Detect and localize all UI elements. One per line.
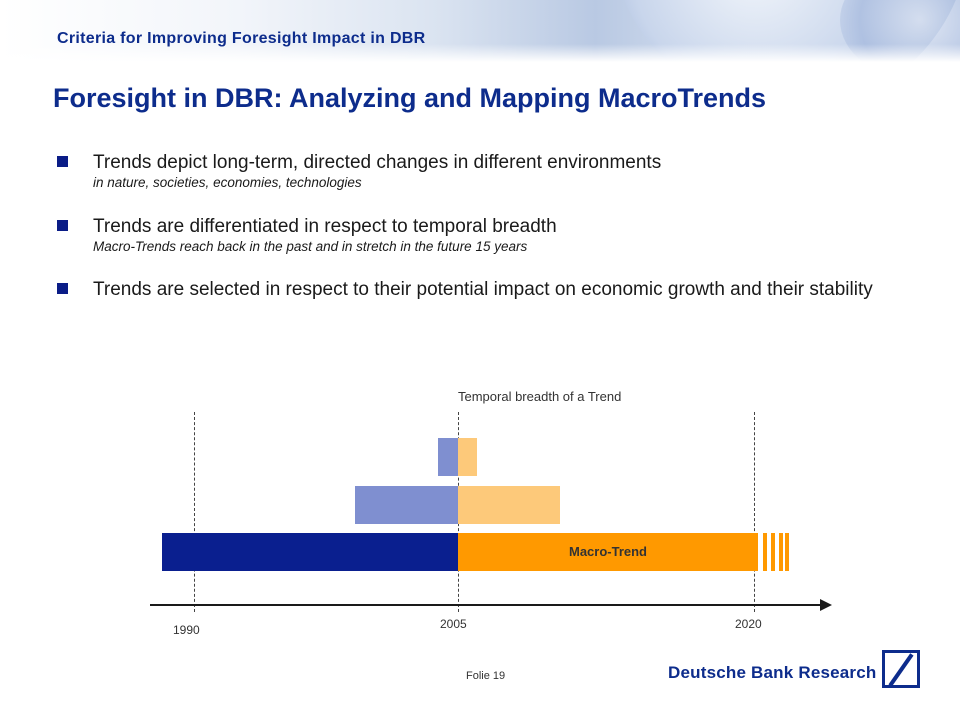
- year-label-2005: 2005: [440, 617, 467, 631]
- macro-trend-future-bar: [458, 533, 758, 571]
- time-axis: [150, 604, 822, 606]
- bullet-text: Trends depict long-term, directed change…: [93, 152, 662, 173]
- extension-stripe: [779, 533, 783, 571]
- square-bullet-icon: [57, 283, 68, 294]
- bullet-text: Trends are selected in respect to their …: [93, 279, 873, 300]
- extension-stripe: [785, 533, 789, 571]
- page-number: Folie 19: [466, 670, 506, 682]
- macro-trend-label: Macro-Trend: [568, 544, 647, 559]
- medium-trend-future-bar: [458, 486, 560, 524]
- header-fade: [0, 44, 960, 62]
- year-label-1990: 1990: [173, 623, 200, 637]
- square-bullet-icon: [57, 220, 68, 231]
- medium-trend-past-bar: [355, 486, 458, 524]
- bullet-subtext: Macro-Trends reach back in the past and …: [93, 239, 528, 254]
- year-label-2020: 2020: [735, 617, 762, 631]
- diagram-caption: Temporal breadth of a Trend: [458, 389, 622, 404]
- deutsche-bank-logo-icon: [882, 650, 920, 688]
- short-trend-future-bar: [458, 438, 477, 476]
- arrow-right-icon: [820, 599, 832, 611]
- short-trend-past-bar: [438, 438, 458, 476]
- section-title: Criteria for Improving Foresight Impact …: [57, 30, 426, 47]
- square-bullet-icon: [57, 156, 68, 167]
- bullet-subtext: in nature, societies, economies, technol…: [93, 175, 362, 190]
- extension-stripe: [771, 533, 775, 571]
- extension-stripe: [763, 533, 767, 571]
- slide-title: Foresight in DBR: Analyzing and Mapping …: [53, 83, 767, 113]
- guide-line-2020: [754, 412, 755, 612]
- brand-name: Deutsche Bank Research: [668, 663, 877, 682]
- macro-trend-past-bar: [162, 533, 458, 571]
- guide-line-1990: [194, 412, 195, 612]
- header-banner: [0, 0, 960, 62]
- bullet-text: Trends are differentiated in respect to …: [93, 216, 557, 237]
